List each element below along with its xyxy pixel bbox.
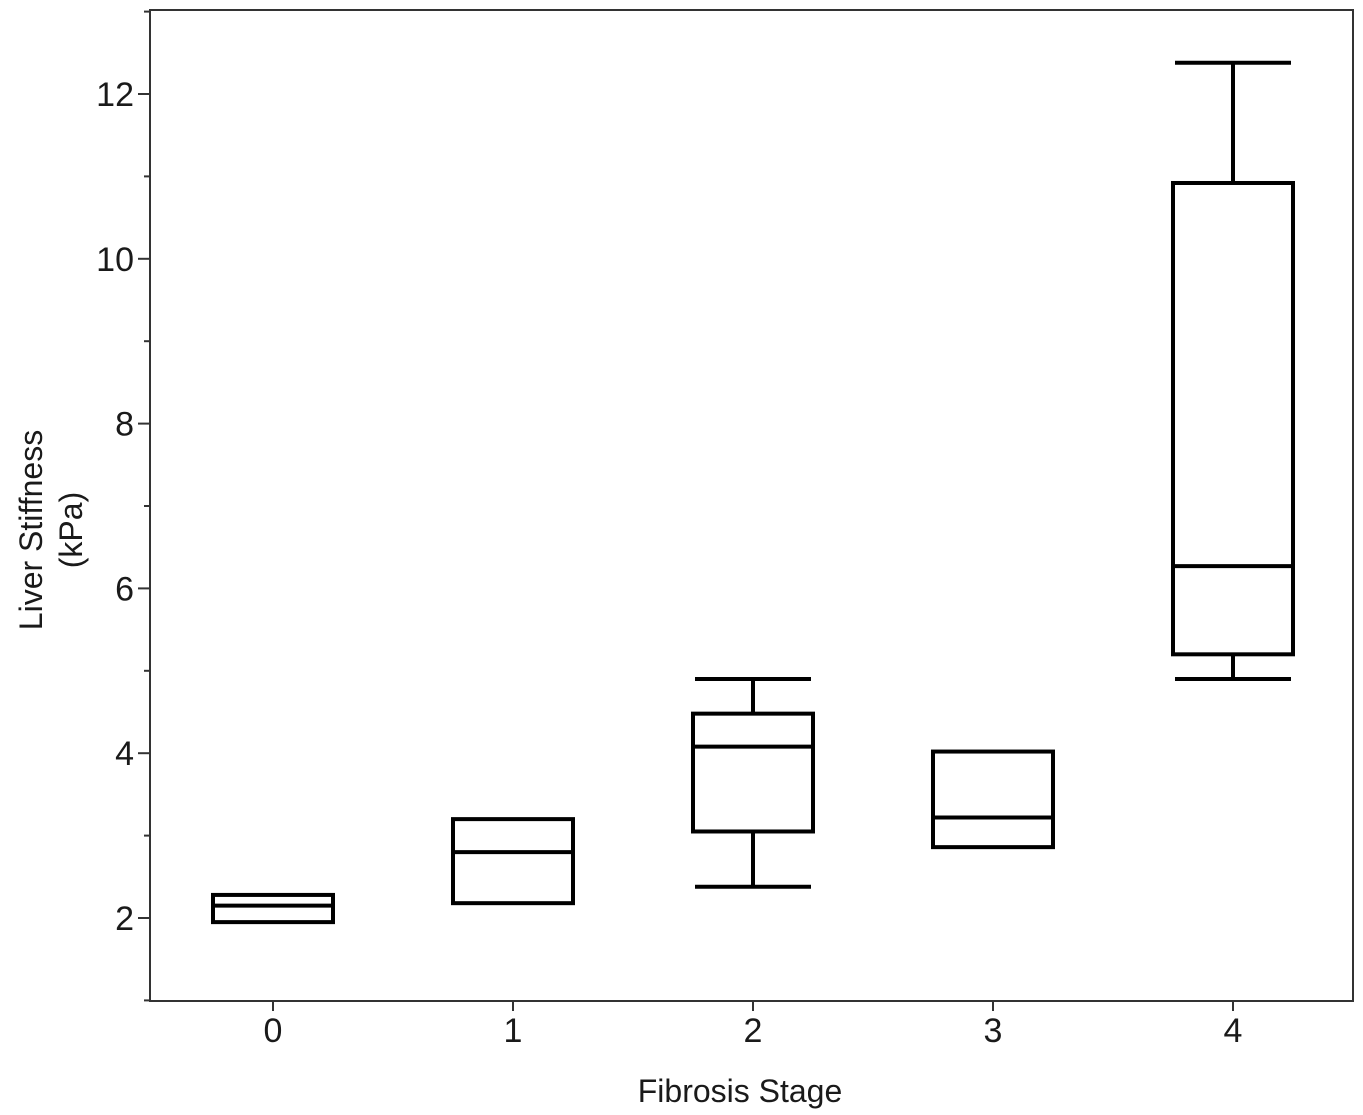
y-tick-label-6: 6 <box>115 570 134 608</box>
x-axis-title: Fibrosis Stage <box>638 1073 843 1109</box>
x-tick-label-0: 0 <box>264 1012 283 1050</box>
y-tick-label-10: 10 <box>96 241 134 279</box>
x-tick-label-2: 2 <box>744 1012 763 1050</box>
box-2 <box>691 711 815 834</box>
box-group-0 <box>211 892 335 925</box>
box-4 <box>1171 180 1295 657</box>
y-tick-label-4: 4 <box>115 735 134 773</box>
box-0 <box>211 892 335 925</box>
x-tick-label-1: 1 <box>504 1012 523 1050</box>
x-tick-label-3: 3 <box>984 1012 1003 1050</box>
x-tick-label-4: 4 <box>1224 1012 1243 1050</box>
y-tick-label-12: 12 <box>96 76 134 114</box>
y-tick-label-8: 8 <box>115 406 134 444</box>
boxes-group <box>211 60 1295 925</box>
box-group-1 <box>451 817 575 906</box>
box-group-2 <box>691 677 815 889</box>
y-axis: 2 4 6 8 10 12 <box>96 10 150 1002</box>
box-3 <box>931 749 1055 850</box>
y-axis-title: Liver Stiffness (kPa) <box>13 430 89 630</box>
box-group-4 <box>1171 60 1295 682</box>
box-1 <box>451 817 575 906</box>
y-axis-title-line-1: Liver Stiffness <box>13 430 49 630</box>
y-axis-title-line-2: (kPa) <box>53 492 89 568</box>
y-tick-label-2: 2 <box>115 900 134 938</box>
box-group-3 <box>931 749 1055 850</box>
x-axis: 0 1 2 3 4 <box>264 1001 1243 1050</box>
